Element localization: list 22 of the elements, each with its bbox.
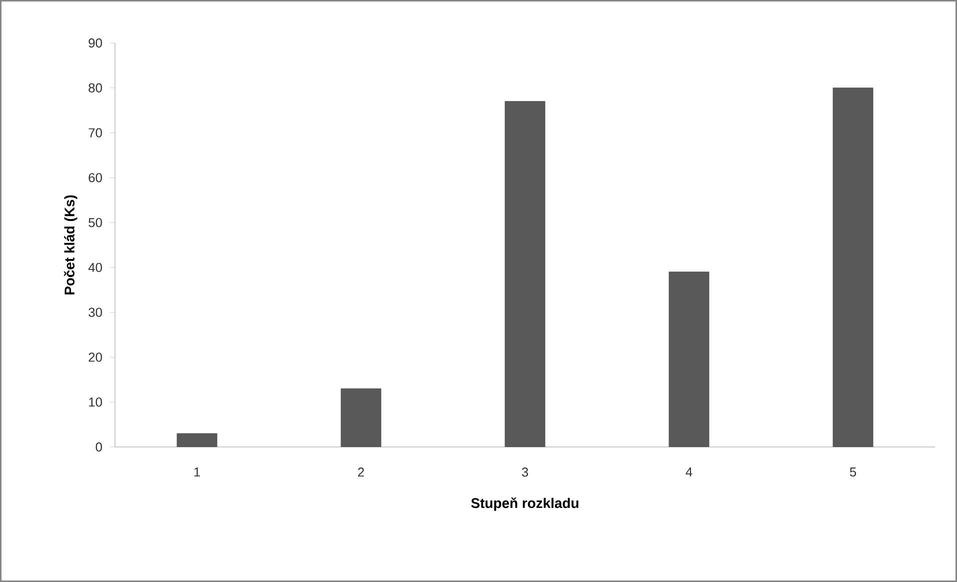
x-tick-label: 5: [850, 468, 856, 477]
y-tick-label: 70: [88, 128, 102, 138]
y-tick-label: 20: [88, 352, 102, 362]
y-tick-label: 0: [96, 442, 102, 452]
bar: [177, 434, 218, 447]
y-tick-label: 80: [88, 83, 102, 92]
y-tick-label: 90: [88, 38, 102, 48]
bar: [504, 101, 546, 447]
x-tick-label: 1: [194, 468, 200, 476]
y-tick-label: 40: [88, 262, 102, 272]
x-tick-label: 4: [686, 468, 692, 476]
x-tick-label: 2: [358, 468, 364, 477]
y-tick-label: 50: [88, 218, 102, 228]
x-axis-title: Stupeň rozkladu: [471, 498, 578, 511]
bar: [340, 388, 382, 447]
bar: [668, 272, 710, 447]
y-tick-label: 30: [88, 308, 102, 317]
y-axis-title: Počet klád (Ks): [64, 195, 78, 294]
y-tick-label: 60: [88, 173, 102, 182]
y-tick-label: 10: [89, 398, 102, 407]
x-tick-label: 3: [522, 468, 528, 477]
bar: [832, 88, 874, 447]
